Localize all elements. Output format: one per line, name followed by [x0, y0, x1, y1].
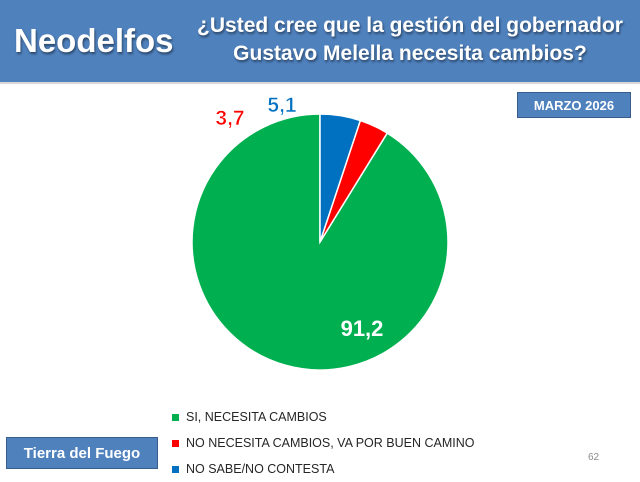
header-bar: Neodelfos ¿Usted cree que la gestión del… — [0, 0, 640, 84]
region-badge: Tierra del Fuego — [6, 437, 158, 469]
question-title: ¿Usted cree que la gestión del gobernado… — [190, 12, 630, 68]
pie-slice — [319, 113, 362, 243]
data-label: 5,1 — [267, 94, 297, 117]
legend-swatch — [172, 465, 179, 473]
legend-item: NO NECESITA CAMBIOS, VA POR BUEN CAMINO — [172, 430, 474, 456]
legend-label: SI, NECESITA CAMBIOS — [186, 410, 327, 424]
chart-legend: SI, NECESITA CAMBIOS NO NECESITA CAMBIOS,… — [172, 404, 474, 482]
legend-item: SI, NECESITA CAMBIOS — [172, 404, 474, 430]
legend-item: NO SABE/NO CONTESTA — [172, 456, 474, 482]
legend-swatch — [172, 413, 179, 421]
data-label: 91,2 — [341, 316, 384, 341]
date-badge: MARZO 2026 — [517, 92, 631, 118]
data-label: 3,7 — [215, 107, 244, 130]
question-line-2: Gustavo Melella necesita cambios? — [233, 42, 587, 65]
legend-label: NO NECESITA CAMBIOS, VA POR BUEN CAMINO — [186, 436, 475, 450]
legend-swatch — [172, 439, 179, 447]
question-line-1: ¿Usted cree que la gestión del gobernado… — [197, 14, 623, 37]
brand-title: Neodelfos — [14, 22, 174, 59]
legend-label: NO SABE/NO CONTESTA — [186, 462, 335, 476]
page-number: 62 — [588, 452, 600, 463]
